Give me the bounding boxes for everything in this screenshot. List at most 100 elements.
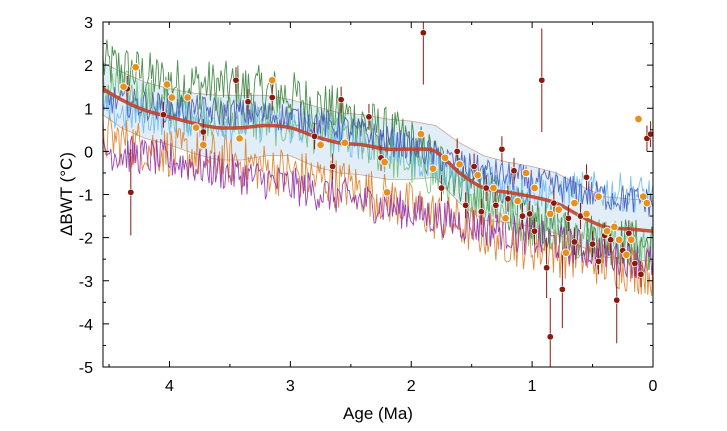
data-point-dark bbox=[244, 98, 252, 106]
data-point-dark bbox=[543, 264, 551, 272]
x-tick-label: 2 bbox=[407, 378, 416, 395]
data-point-dark bbox=[462, 201, 470, 209]
data-point-dark bbox=[564, 214, 572, 222]
series-line-record-dark-green bbox=[103, 39, 653, 270]
y-tick-label: -2 bbox=[79, 231, 93, 248]
data-point-dark bbox=[637, 270, 645, 278]
data-point-orange bbox=[316, 140, 325, 150]
y-tick-label: -3 bbox=[79, 274, 93, 291]
y-tick-label: 3 bbox=[84, 15, 93, 32]
data-point-orange bbox=[622, 250, 631, 260]
data-point-orange bbox=[634, 114, 643, 124]
data-point-dark bbox=[268, 93, 276, 101]
data-point-orange bbox=[610, 222, 619, 232]
data-point-orange bbox=[382, 188, 392, 197]
x-tick-label: 1 bbox=[528, 378, 537, 395]
data-point-orange bbox=[416, 129, 426, 139]
data-point-dark bbox=[337, 96, 345, 104]
data-point-orange bbox=[267, 75, 277, 85]
data-point-dark bbox=[558, 285, 566, 293]
data-point-dark bbox=[419, 29, 427, 37]
data-point-orange bbox=[582, 209, 591, 219]
data-point-orange bbox=[131, 63, 140, 72]
data-point-orange bbox=[626, 235, 636, 245]
data-point-orange bbox=[602, 226, 612, 236]
data-point-dark bbox=[437, 184, 445, 192]
data-point-dark bbox=[492, 201, 500, 209]
data-point-orange bbox=[570, 198, 579, 208]
data-point-orange bbox=[428, 164, 438, 173]
y-tick-label: 2 bbox=[84, 58, 93, 75]
data-point-orange bbox=[455, 160, 464, 169]
data-point-orange bbox=[235, 134, 244, 143]
data-point-dark bbox=[583, 173, 591, 181]
data-point-dark bbox=[498, 145, 506, 153]
x-tick-label: 0 bbox=[649, 378, 658, 395]
data-point-orange bbox=[167, 93, 177, 102]
data-point-orange bbox=[489, 183, 498, 193]
y-axis-title: ΔBWT (°C) bbox=[57, 152, 76, 236]
data-point-orange bbox=[162, 80, 172, 89]
data-point-orange bbox=[199, 140, 208, 150]
data-point-orange bbox=[530, 183, 539, 193]
data-point-orange bbox=[340, 138, 350, 147]
data-point-orange bbox=[501, 213, 510, 223]
data-point-dark bbox=[589, 240, 597, 248]
series-line-record-purple bbox=[103, 135, 653, 279]
x-axis: 4 3 2 1 0 bbox=[108, 22, 658, 395]
data-point-dark bbox=[647, 130, 653, 138]
data-point-dark bbox=[159, 111, 167, 119]
data-point-orange bbox=[473, 170, 482, 180]
data-point-dark bbox=[311, 132, 319, 140]
x-tick-label: 3 bbox=[286, 378, 295, 395]
plot-area bbox=[103, 22, 653, 367]
data-point-dark bbox=[595, 257, 603, 265]
data-point-dark bbox=[526, 210, 534, 218]
points-layer bbox=[119, 22, 653, 367]
data-point-orange bbox=[380, 157, 389, 167]
y-tick-label: -1 bbox=[79, 188, 93, 205]
data-point-dark bbox=[631, 259, 639, 267]
y-tick-label: -4 bbox=[79, 317, 93, 334]
data-point-dark bbox=[613, 296, 621, 304]
data-point-dark bbox=[550, 199, 558, 207]
data-point-orange bbox=[521, 168, 531, 178]
data-point-orange bbox=[561, 248, 571, 257]
data-point-dark bbox=[504, 195, 512, 203]
data-point-orange bbox=[191, 123, 201, 132]
y-tick-label: -5 bbox=[79, 360, 93, 377]
x-axis-title: Age (Ma) bbox=[343, 404, 413, 423]
data-point-dark bbox=[482, 184, 490, 192]
data-point-orange bbox=[642, 198, 652, 208]
y-tick-label: 1 bbox=[84, 101, 93, 118]
y-axis: 3 2 1 0 -1 -2 -3 -4 -5 bbox=[79, 15, 653, 377]
stack-mean-line bbox=[103, 87, 653, 233]
data-point-dark bbox=[510, 167, 518, 175]
data-point-dark bbox=[329, 162, 337, 170]
data-point-dark bbox=[470, 162, 478, 170]
data-point-dark bbox=[477, 208, 485, 216]
data-point-dark bbox=[538, 76, 546, 84]
data-point-dark bbox=[365, 113, 373, 121]
data-point-dark bbox=[607, 236, 615, 244]
data-point-orange bbox=[513, 196, 522, 206]
data-point-orange bbox=[614, 235, 624, 245]
data-point-orange bbox=[639, 192, 648, 201]
data-point-orange bbox=[119, 82, 128, 91]
data-point-dark bbox=[546, 333, 554, 341]
data-point-dark bbox=[127, 188, 135, 196]
data-point-dark bbox=[232, 76, 240, 84]
series-line-record-orange bbox=[103, 114, 653, 297]
data-point-dark bbox=[453, 147, 461, 155]
data-point-orange bbox=[440, 153, 450, 163]
data-point-dark bbox=[199, 128, 207, 136]
y-tick-label: 0 bbox=[84, 144, 93, 161]
data-point-dark bbox=[518, 212, 526, 220]
data-point-orange bbox=[594, 192, 603, 201]
data-point-orange bbox=[546, 209, 555, 219]
data-point-dark bbox=[570, 238, 578, 246]
x-tick-label: 4 bbox=[165, 378, 174, 395]
data-point-dark bbox=[531, 227, 539, 235]
stack-mean-layer bbox=[103, 87, 653, 233]
